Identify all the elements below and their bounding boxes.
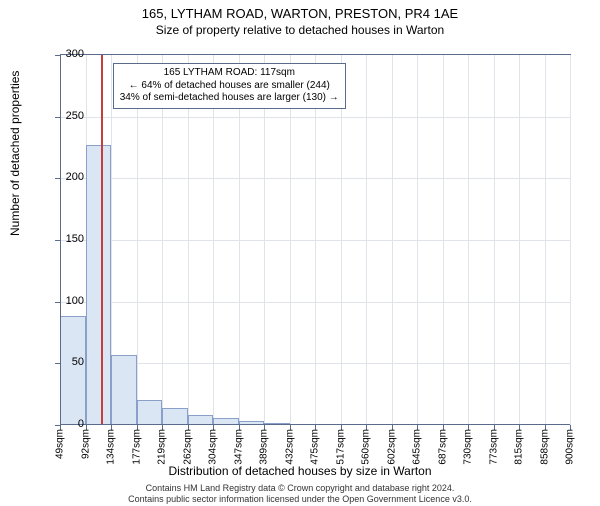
x-tick-label: 389sqm [259,429,270,465]
x-tick-label: 432sqm [284,429,295,465]
x-tick-label: 475sqm [310,429,321,465]
grid-line-v [188,55,189,425]
footer-attribution: Contains HM Land Registry data © Crown c… [0,483,600,504]
grid-line-v [366,55,367,425]
histogram-bar [60,316,86,425]
x-tick-label: 815sqm [514,429,525,465]
x-tick-label: 134sqm [106,429,117,465]
grid-line-v [570,55,571,425]
histogram-bar [111,355,137,425]
annotation-line-1: 165 LYTHAM ROAD: 117sqm [120,67,339,80]
grid-line-v [341,55,342,425]
y-axis [60,55,61,425]
grid-line-v [392,55,393,425]
x-tick-label: 687sqm [437,429,448,465]
x-axis [60,424,570,425]
x-tick-label: 900sqm [565,429,576,465]
grid-line-v [264,55,265,425]
grid-line-v [290,55,291,425]
grid-line-v [315,55,316,425]
x-tick-label: 49sqm [55,429,66,459]
x-tick-label: 730sqm [463,429,474,465]
x-tick-label: 773sqm [488,429,499,465]
y-tick-label: 50 [72,356,84,368]
grid-line-v [137,55,138,425]
x-axis-label: Distribution of detached houses by size … [0,464,600,478]
grid-line-v [519,55,520,425]
annotation-line-2: ← 64% of detached houses are smaller (24… [120,80,339,93]
grid-line-v [162,55,163,425]
x-tick-label: 177sqm [131,429,142,465]
grid-line-v [417,55,418,425]
grid-line-v [494,55,495,425]
x-tick-label: 347sqm [233,429,244,465]
grid-line-v [468,55,469,425]
grid-line-v [443,55,444,425]
x-tick-label: 858sqm [539,429,550,465]
y-tick-label: 0 [78,418,84,430]
x-tick-label: 602sqm [386,429,397,465]
page-subtitle: Size of property relative to detached ho… [0,23,600,37]
page-title: 165, LYTHAM ROAD, WARTON, PRESTON, PR4 1… [0,6,600,21]
histogram-chart: 49sqm92sqm134sqm177sqm219sqm262sqm304sqm… [60,54,571,425]
x-tick-label: 645sqm [412,429,423,465]
y-tick-label: 250 [66,110,84,122]
property-marker-line [101,55,103,425]
x-tick-label: 219sqm [157,429,168,465]
x-tick-label: 560sqm [361,429,372,465]
grid-line-v [239,55,240,425]
histogram-bar [137,400,163,425]
footer-line-1: Contains HM Land Registry data © Crown c… [0,483,600,493]
x-tick-label: 92sqm [80,429,91,459]
y-tick-label: 300 [66,48,84,60]
x-tick-label: 304sqm [208,429,219,465]
histogram-bar [162,408,188,425]
histogram-bar [86,145,112,425]
y-tick-label: 200 [66,171,84,183]
y-axis-label: Number of detached properties [8,71,22,236]
annotation-line-3: 34% of semi-detached houses are larger (… [120,92,339,105]
grid-line-v [213,55,214,425]
y-tick-label: 100 [66,295,84,307]
x-tick-label: 262sqm [182,429,193,465]
y-tick-label: 150 [66,233,84,245]
footer-line-2: Contains public sector information licen… [0,494,600,504]
grid-line-v [545,55,546,425]
x-tick-label: 517sqm [335,429,346,465]
property-annotation-box: 165 LYTHAM ROAD: 117sqm ← 64% of detache… [113,63,346,109]
